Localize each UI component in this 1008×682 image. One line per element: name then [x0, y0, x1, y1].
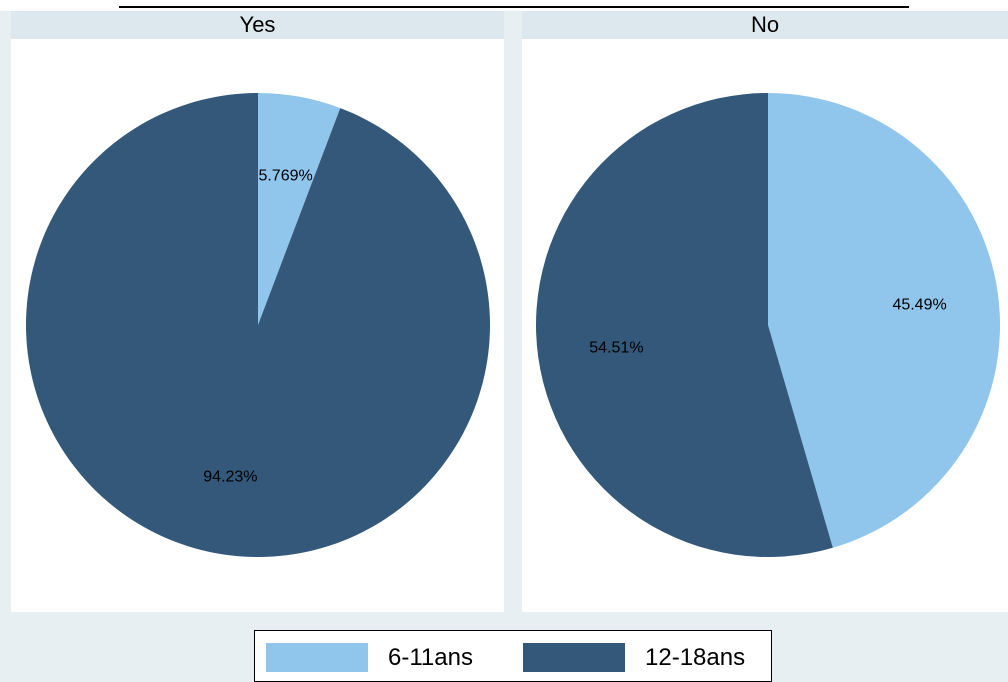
panel-title-no: No: [522, 11, 1008, 39]
pie-slice-6-11ans: [258, 93, 341, 325]
legend-item-6-11ans: 6-11ans: [266, 643, 473, 672]
legend-label-6-11ans: 6-11ans: [388, 643, 473, 671]
legend-label-12-18ans: 12-18ans: [645, 643, 746, 671]
legend-swatch-6-11ans: [266, 643, 368, 672]
pie-chart-no: 45.49% 54.51%: [535, 93, 1000, 558]
panel-title-yes: Yes: [11, 11, 504, 39]
legend-item-12-18ans: 12-18ans: [523, 643, 745, 672]
panel-no: 45.49% 54.51%: [522, 39, 1008, 612]
slice-label-6-11ans: 5.769%: [258, 167, 312, 184]
slice-label-12-18ans: 54.51%: [589, 340, 643, 357]
pie-slice-12-18ans: [25, 93, 490, 557]
slice-label-6-11ans: 45.49%: [892, 296, 946, 313]
slice-label-12-18ans: 94.23%: [203, 469, 257, 486]
pie-chart-yes: 5.769% 94.23%: [25, 93, 490, 557]
legend-swatch-12-18ans: [523, 643, 625, 672]
panel-yes: 5.769% 94.23%: [11, 39, 504, 612]
legend: 6-11ans 12-18ans: [254, 630, 772, 682]
pie-slice-6-11ans: [768, 93, 1000, 548]
title-rule: [119, 6, 909, 8]
pie-slice-12-18ans: [535, 93, 833, 558]
top-strip: [0, 0, 1008, 11]
